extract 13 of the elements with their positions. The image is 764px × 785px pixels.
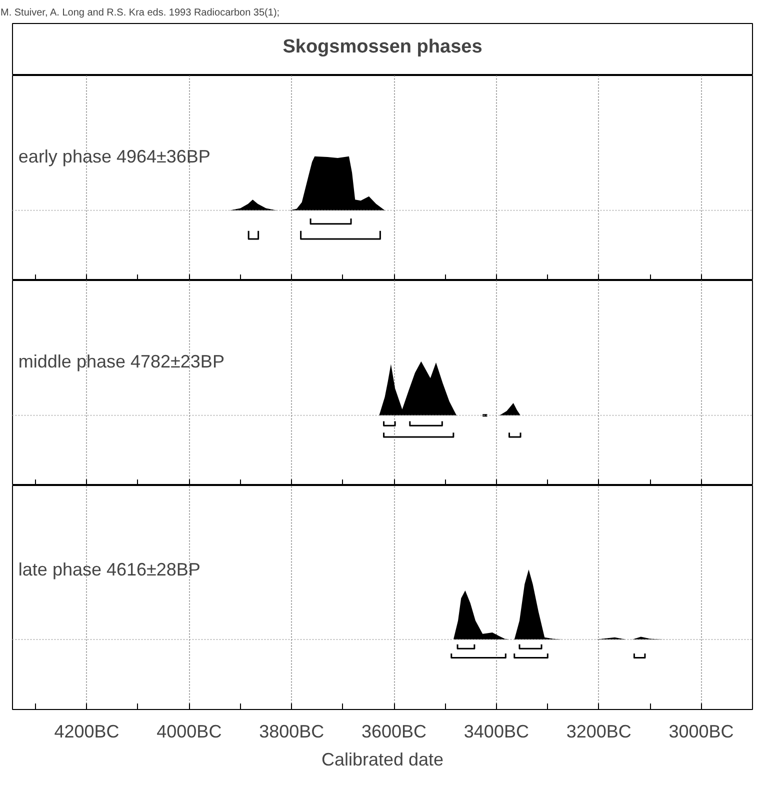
x-tick-label: 3200BC (566, 722, 632, 742)
x-tick-label: 4000BC (156, 722, 222, 742)
chart-title: Skogsmossen phases (282, 36, 482, 58)
x-tick-label: 3800BC (259, 722, 324, 742)
chart-subtitle: middle phase 4782±23BP (18, 351, 224, 372)
x-tick-label: 3400BC (464, 722, 529, 742)
x-tick-label: 3000BC (668, 722, 734, 742)
x-tick-label: 4200BC (54, 722, 120, 742)
x-axis-title: Calibrated date (321, 750, 444, 770)
chart-subtitle: late phase 4616±28BP (18, 560, 200, 580)
x-tick-label: 3600BC (362, 722, 427, 742)
chart-subtitle: early phase 4964±36BP (18, 146, 210, 166)
text: M. Stuiver, A. Long and R.S. Kra eds. 1993 Radiocarbon 35(1); (0, 8, 280, 18)
